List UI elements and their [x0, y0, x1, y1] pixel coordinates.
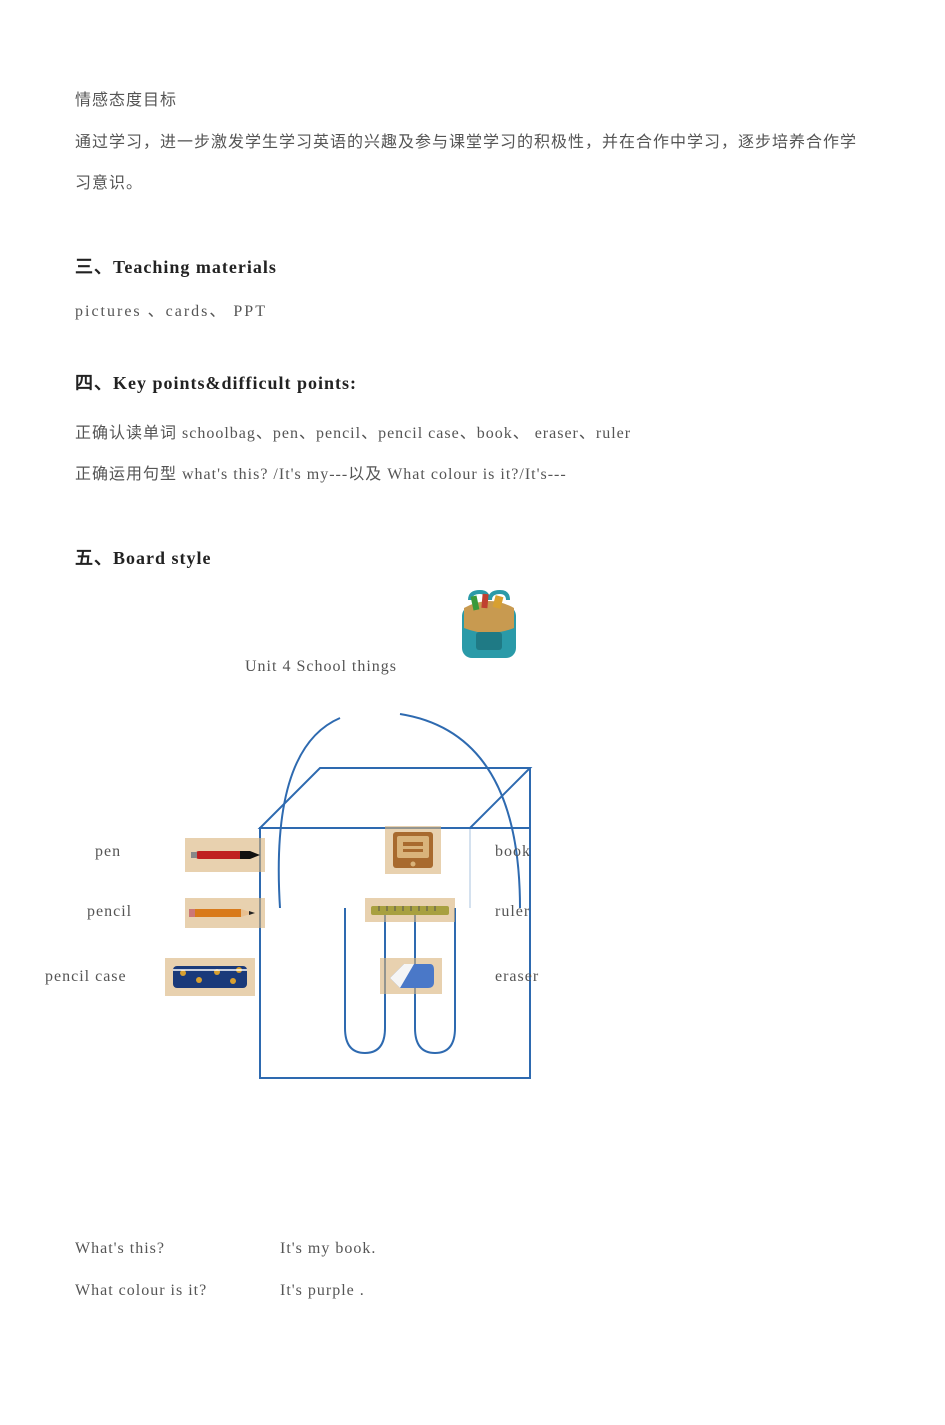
section-emotional-goals-body: 通过学习，进一步激发学生学习英语的兴趣及参与课堂学习的积极性，并在合作中学习，逐…: [75, 122, 870, 205]
keypoints-line2: 正确运用句型 what's this? /It's my---以及 What c…: [75, 454, 870, 496]
backpack-icon: [450, 588, 528, 666]
pen-icon: [185, 838, 265, 872]
materials-list: pictures 、cards、 PPT: [75, 297, 870, 321]
book-icon: [385, 826, 441, 874]
ruler-icon: [365, 898, 455, 922]
heading-teaching-materials: 三、Teaching materials: [75, 253, 870, 279]
answer-1: It's my book.: [280, 1240, 376, 1257]
label-pencil: pencil: [87, 903, 132, 921]
board-diagram: Unit 4 School things: [75, 588, 875, 1228]
answer-2: It's purple .: [280, 1282, 365, 1299]
eraser-icon: [380, 958, 442, 994]
pencil-icon: [185, 898, 265, 928]
pencil-case-icon: [165, 958, 255, 996]
heading-key-points: 四、Key points&difficult points:: [75, 369, 870, 395]
label-eraser: eraser: [495, 968, 539, 986]
label-ruler: ruler: [495, 903, 530, 921]
qa-row-1: What's this? It's my book.: [75, 1228, 870, 1270]
label-pen: pen: [95, 843, 121, 861]
qa-row-2: What colour is it? It's purple .: [75, 1270, 870, 1312]
label-pencil-case: pencil case: [45, 968, 127, 986]
section-emotional-goals-title: 情感态度目标: [75, 80, 870, 122]
question-1: What's this?: [75, 1228, 275, 1270]
unit-title: Unit 4 School things: [245, 658, 397, 676]
keypoints-line1: 正确认读单词 schoolbag、pen、pencil、pencil case、…: [75, 413, 870, 455]
label-book: book: [495, 843, 531, 861]
question-2: What colour is it?: [75, 1270, 275, 1312]
heading-board-style: 五、Board style: [75, 544, 870, 570]
